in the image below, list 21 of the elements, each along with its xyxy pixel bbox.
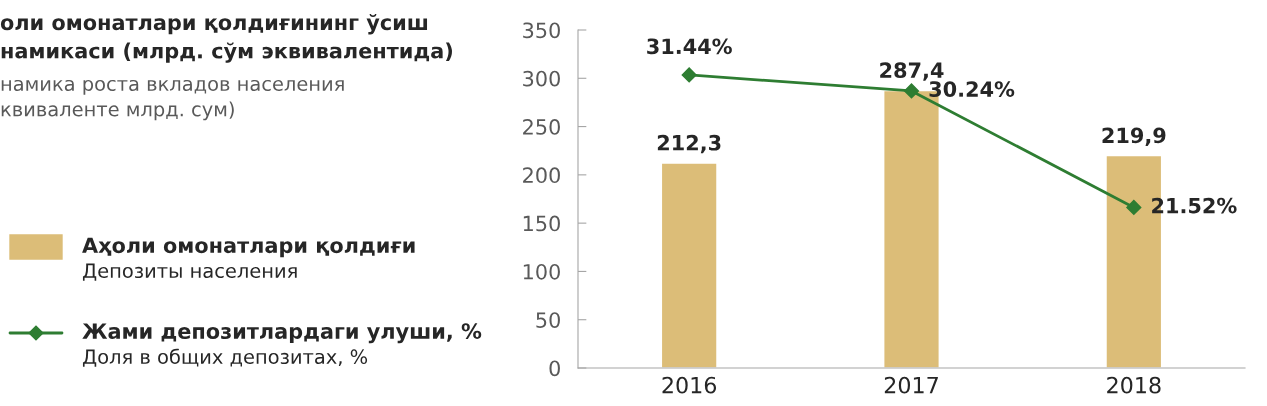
text: намика роста вкладов населения квиваленте млрд. сум) bbox=[1, 79, 344, 121]
x-tick-label: 2017 bbox=[884, 376, 938, 394]
bar bbox=[660, 162, 718, 368]
y-tick-label: 0 bbox=[549, 360, 560, 377]
legend-label: Аҳоли омонатлари қолдиғи Депозиты населения bbox=[82, 237, 415, 281]
data-label: 31.44% bbox=[647, 38, 732, 55]
x-tick-label: 2018 bbox=[1107, 376, 1161, 394]
y-tick-label: 350 bbox=[523, 22, 560, 39]
x-tick-label: 2016 bbox=[662, 376, 717, 394]
y-tick-label: 250 bbox=[523, 119, 560, 135]
y-tick-label: 200 bbox=[523, 167, 560, 184]
data-label: 287,4 bbox=[880, 62, 944, 81]
data-label: 219,9 bbox=[1102, 127, 1166, 146]
data-label: 30.24% bbox=[929, 81, 1015, 97]
legend-label: Жами депозитлардаги улуши, % Доля в общих депозитах, % bbox=[82, 323, 482, 367]
y-tick-label: 50 bbox=[536, 312, 560, 328]
text: оли омонатлари қолдиғининг ўсиш намикаси (млрд. сўм эквивалентида) bbox=[0, 14, 452, 63]
y-tick-label: 150 bbox=[523, 215, 560, 232]
y-tick-label: 300 bbox=[523, 70, 560, 87]
y-tick-label: 100 bbox=[523, 263, 560, 280]
data-label: 212,3 bbox=[657, 134, 721, 154]
